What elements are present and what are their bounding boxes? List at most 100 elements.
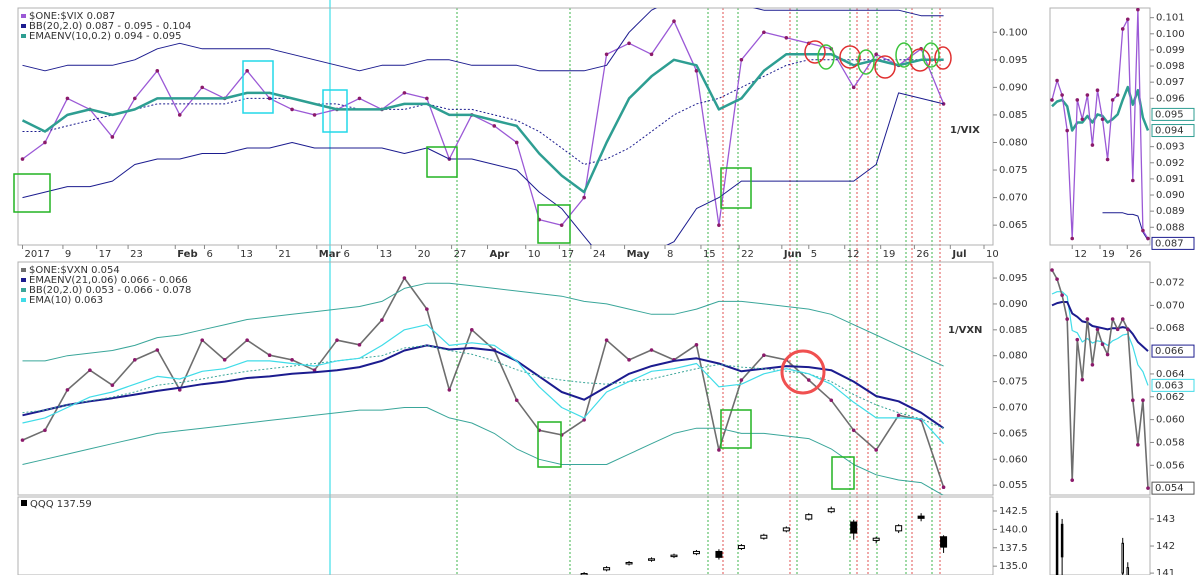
plot-area xyxy=(1050,8,1150,241)
point xyxy=(582,195,586,200)
x-tick-label: 13 xyxy=(240,249,253,260)
legend-label: $ONE:$VXN 0.054 xyxy=(29,265,120,276)
point xyxy=(110,135,115,139)
cyan-box xyxy=(242,60,274,114)
panel-frame xyxy=(17,496,994,575)
candle-body xyxy=(895,525,903,532)
candle-body xyxy=(715,550,723,558)
point xyxy=(1141,228,1145,233)
point xyxy=(896,413,901,418)
point xyxy=(470,328,474,332)
series-line xyxy=(1051,85,1150,132)
point xyxy=(335,338,339,342)
point xyxy=(1131,398,1135,403)
x-tick-label: 9 xyxy=(65,249,71,260)
y-tick-label: 0.090 xyxy=(999,299,1028,310)
candle-body xyxy=(940,536,948,548)
legend-label: BB(20,2.0) 0.087 - 0.095 - 0.104 xyxy=(29,21,191,32)
point xyxy=(829,398,834,403)
x-tick-label: Mar xyxy=(319,249,341,260)
point xyxy=(1115,93,1120,97)
series-line xyxy=(1051,301,1149,352)
green-circle xyxy=(895,42,913,68)
point xyxy=(1055,78,1059,83)
legend-swatch xyxy=(21,24,26,28)
point xyxy=(1146,236,1150,241)
point xyxy=(627,41,631,46)
value-box xyxy=(1151,481,1195,495)
panel: 0.101 0.100 0.099 0.098 0.097 0.096 0.093 0.092… xyxy=(1049,7,1195,260)
point xyxy=(1050,98,1054,102)
point xyxy=(290,107,294,112)
point xyxy=(1100,117,1105,122)
point xyxy=(312,113,317,117)
value-box xyxy=(1151,344,1195,358)
point xyxy=(290,358,294,362)
point xyxy=(604,52,609,57)
panel-frame xyxy=(1049,496,1151,575)
series-line xyxy=(22,59,944,165)
point xyxy=(1095,88,1100,93)
point xyxy=(200,338,205,342)
panel-frame xyxy=(1049,261,1151,496)
y-tick-label: 0.055 xyxy=(999,480,1028,491)
series-line xyxy=(1102,212,1149,241)
point xyxy=(762,353,766,358)
candle-body xyxy=(782,527,790,532)
series-line xyxy=(22,344,945,430)
point xyxy=(425,307,429,311)
x-tick-label: 26 xyxy=(1129,249,1142,260)
point xyxy=(245,69,249,73)
y-tick-label: 0.060 xyxy=(1156,415,1185,426)
y-tick-label: 0.068 xyxy=(1156,323,1185,334)
x-tick-label: 19 xyxy=(1102,249,1115,260)
candle-body xyxy=(805,514,813,520)
point xyxy=(1050,268,1054,272)
panel-frame xyxy=(17,7,994,246)
x-tick-label: Jul xyxy=(951,249,966,260)
y-tick-label: 0.095 xyxy=(999,55,1028,66)
y-tick-label: 140.0 xyxy=(999,524,1028,535)
panel: 143 142 141 xyxy=(1049,496,1175,575)
y-tick-label: 0.065 xyxy=(999,428,1028,439)
point xyxy=(694,69,699,73)
point xyxy=(1070,478,1075,482)
point xyxy=(492,124,497,128)
point xyxy=(1131,178,1135,183)
y-tick-label: 0.064 xyxy=(1156,369,1185,380)
x-tick-label: 23 xyxy=(130,249,143,260)
x-tick-label: 10 xyxy=(986,249,999,260)
panel: 0.072 0.070 0.068 0.064 0.062 0.060 0.058 0.056… xyxy=(1049,261,1195,496)
y-tick-label: 0.090 xyxy=(1156,190,1185,201)
y-tick-label: 0.085 xyxy=(999,325,1028,336)
x-tick-label: 27 xyxy=(454,249,467,260)
candle-body xyxy=(580,573,588,575)
point xyxy=(604,338,609,342)
data-layer: 0.100 0.095 0.090 0.085 0.080 0.075 0.070 0.065… xyxy=(17,7,1195,575)
plot-area xyxy=(580,506,948,575)
point xyxy=(88,368,92,373)
legend-swatch xyxy=(21,500,27,506)
point xyxy=(1070,236,1075,241)
panel: 142.5 140.0 137.5 135.0 QQQ 137.59 xyxy=(17,496,1028,575)
point xyxy=(65,96,70,101)
date-markers xyxy=(329,0,941,575)
point xyxy=(1125,327,1130,332)
x-tick-label: 24 xyxy=(593,249,606,260)
y-tick-label: 0.098 xyxy=(1156,61,1185,72)
value-box-label: 0.095 xyxy=(1155,109,1184,120)
point xyxy=(672,19,676,24)
series-line xyxy=(22,92,944,245)
candle-body xyxy=(850,521,858,534)
candle-body xyxy=(872,537,880,541)
green-box xyxy=(426,146,458,178)
candle-body xyxy=(760,534,768,539)
value-box-label: 0.087 xyxy=(1155,238,1184,249)
point xyxy=(1115,327,1120,332)
candle-body xyxy=(1060,523,1064,558)
point xyxy=(1080,117,1085,122)
point xyxy=(222,358,227,362)
candle-body xyxy=(917,515,925,519)
